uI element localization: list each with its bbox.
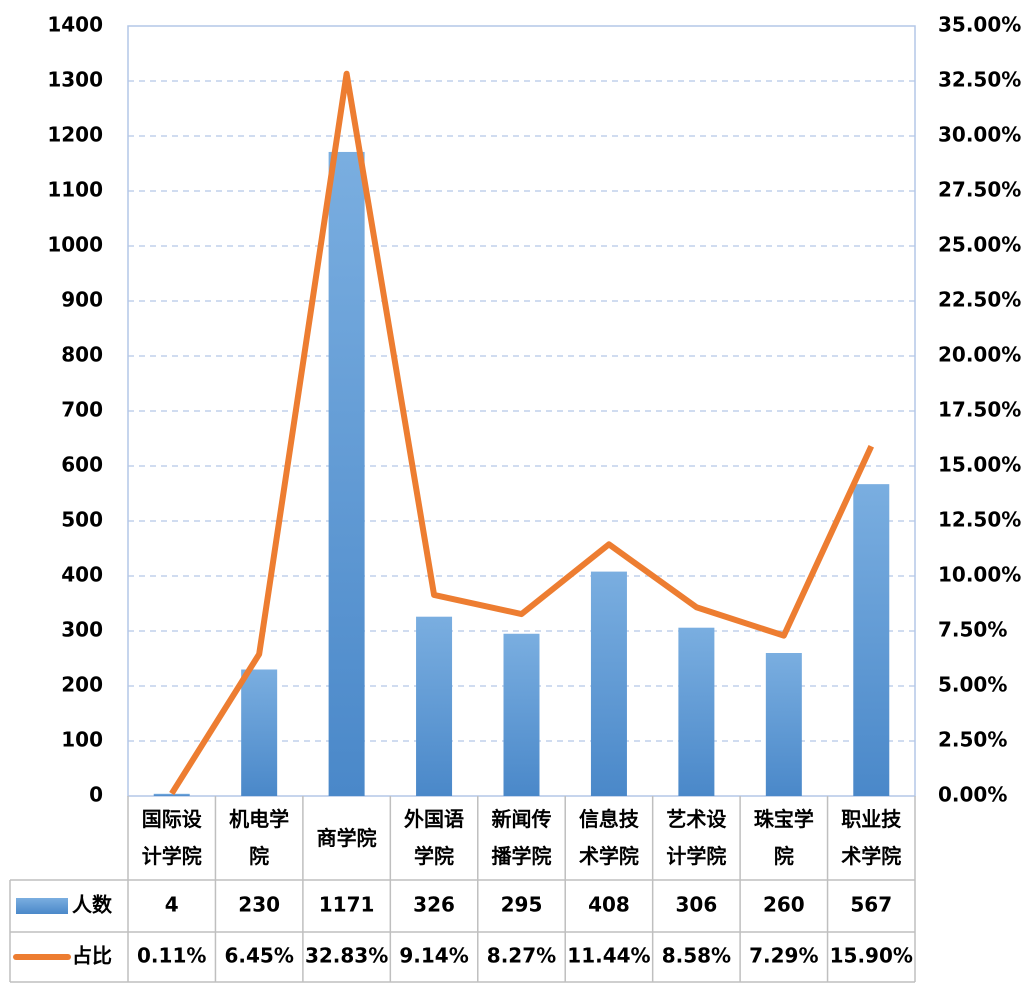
x-tick-label: 信息技术学院 [578,807,639,868]
bar [765,653,802,796]
bar [590,571,627,796]
y2-tick-label: 35.00% [938,13,1021,37]
data-label: 295 [501,893,543,917]
category-cell: 机电学院 [229,807,290,868]
legend-label: 占比 [72,944,112,968]
data-label: 8.27% [487,944,556,968]
x-tick-label: 外国语学院 [404,807,465,868]
x-tick-label: 机电学院 [229,807,290,868]
x-tick-label: 珠宝学院 [753,807,814,868]
x-tick-label: 职业技术学院 [841,807,902,868]
y-tick-label: 1400 [47,13,103,37]
y2-tick-label: 20.00% [938,343,1021,367]
data-label: 0.11% [137,944,206,968]
y-tick-label: 500 [61,508,103,532]
bar [153,793,190,796]
category-cell: 国际设计学院 [141,807,202,868]
y-tick-label: 800 [61,343,103,367]
category-cell: 信息技术学院 [578,807,639,868]
y-tick-label: 200 [61,673,103,697]
y2-tick-label: 10.00% [938,563,1021,587]
y2-tick-label: 25.00% [938,233,1021,257]
data-label: 1171 [319,893,375,917]
y-tick-label: 1200 [47,123,103,147]
x-tick-label: 商学院 [316,825,377,850]
data-label: 9.14% [399,944,468,968]
y-tick-label: 1100 [47,178,103,202]
bar [328,151,365,796]
data-label: 306 [676,893,718,917]
line [169,70,875,796]
y2-tick-label: 32.50% [938,68,1021,92]
y-tick-label: 100 [61,728,103,752]
y-tick-label: 400 [61,563,103,587]
y2-tick-label: 30.00% [938,123,1021,147]
data-label: 567 [850,893,892,917]
y-tick-label: 1300 [47,68,103,92]
data-label: 8.58% [662,944,731,968]
legend-label: 人数 [72,893,113,917]
bar [241,669,278,796]
y-tick-label: 1000 [47,233,103,257]
category-cell: 外国语学院 [404,807,465,868]
y2-tick-label: 15.00% [938,453,1021,477]
data-label: 15.90% [830,944,913,968]
data-label: 6.45% [224,944,293,968]
data-label: 326 [413,893,455,917]
y2-tick-label: 7.50% [938,618,1007,642]
data-label: 230 [238,893,280,917]
category-cell: 珠宝学院 [753,807,814,868]
y-tick-label: 900 [61,288,103,312]
y2-tick-label: 2.50% [938,728,1007,752]
y2-tick-label: 27.50% [938,178,1021,202]
y-tick-label: 300 [61,618,103,642]
y2-tick-label: 12.50% [938,508,1021,532]
data-label: 408 [588,893,630,917]
bar [503,633,540,796]
x-tick-label: 艺术设计学院 [666,807,727,868]
y2-tick-label: 5.00% [938,673,1007,697]
data-label: 7.29% [749,944,818,968]
y2-tick-label: 17.50% [938,398,1021,422]
y-tick-label: 0 [89,783,103,807]
category-cell: 新闻传播学院 [491,807,552,868]
category-cell: 艺术设计学院 [666,807,727,868]
bar [416,616,453,796]
bar [678,627,715,796]
y2-tick-label: 0.00% [938,783,1007,807]
y-tick-label: 600 [61,453,103,477]
data-label: 32.83% [305,944,388,968]
x-tick-label: 新闻传播学院 [491,807,552,868]
y2-tick-label: 22.50% [938,288,1021,312]
data-label: 11.44% [567,944,650,968]
x-tick-label: 国际设计学院 [141,807,202,868]
category-cell: 职业技术学院 [841,807,902,868]
legend-key [16,898,68,914]
data-label: 260 [763,893,805,917]
category-cell: 商学院 [316,825,377,850]
bar [853,484,890,796]
data-label: 4 [165,893,179,917]
y-tick-label: 700 [61,398,103,422]
